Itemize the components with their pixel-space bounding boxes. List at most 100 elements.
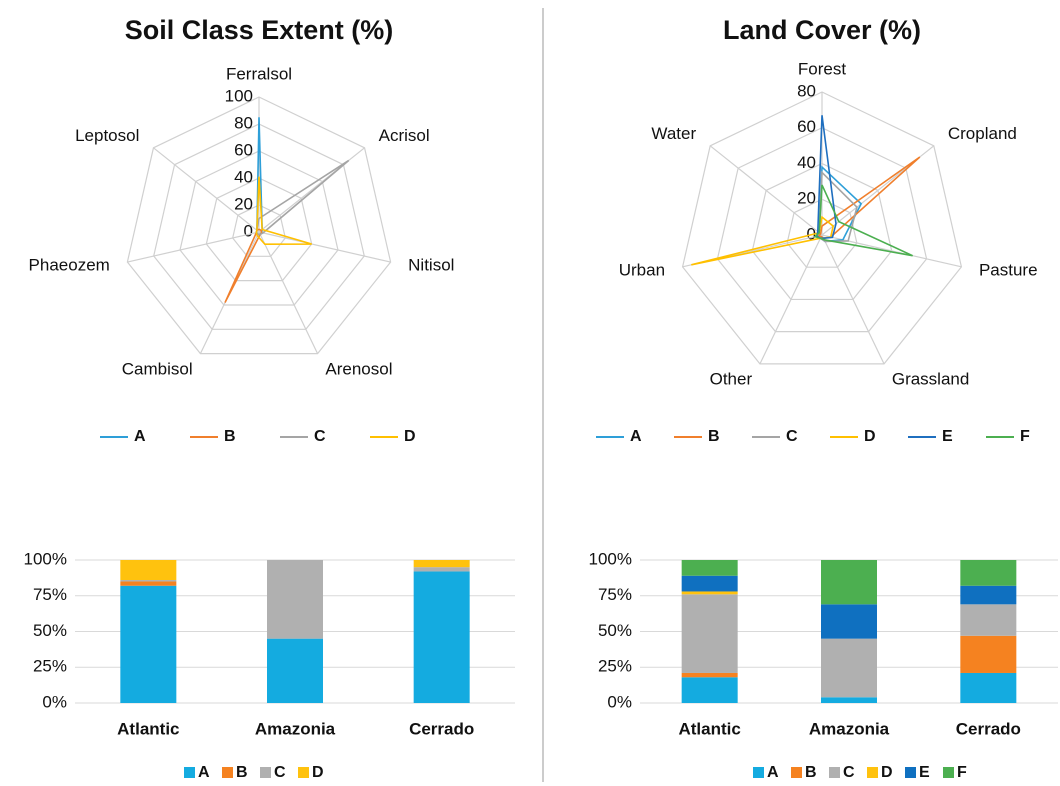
bar-segment [413, 571, 470, 703]
legend-swatch [184, 767, 195, 778]
bar-segment [413, 567, 470, 572]
y-tick-label: 0% [607, 692, 632, 711]
legend-label: D [312, 764, 324, 781]
y-tick-label: 75% [33, 585, 67, 604]
legend-label: B [708, 428, 720, 445]
bar-segment [120, 585, 177, 703]
legend-label: A [767, 764, 779, 781]
legend-label: B [224, 428, 236, 445]
legend-label: C [274, 764, 286, 781]
bar-segment [120, 580, 177, 582]
legend-label: D [881, 764, 893, 781]
legend-swatch [943, 767, 954, 778]
legend-label: D [404, 428, 416, 445]
bar-segment [821, 697, 877, 703]
legend-label: E [942, 428, 953, 445]
legend-label: C [843, 764, 855, 781]
chart-title: Land Cover (%) [723, 15, 921, 45]
legend-label: E [919, 764, 930, 781]
legend-label: B [805, 764, 817, 781]
grid-ring [232, 204, 286, 257]
axis-label: Pasture [979, 260, 1038, 279]
bar-segment [960, 604, 1017, 636]
y-tick-label: 100% [24, 549, 67, 568]
axis-label: Cropland [948, 124, 1017, 143]
grid-ring [205, 177, 313, 282]
spoke [127, 231, 260, 263]
axis-label: Leptosol [75, 126, 139, 145]
axis-label: Cambisol [122, 359, 193, 378]
x-tick-label: Amazonia [255, 719, 336, 738]
bar-segment [821, 560, 877, 605]
x-tick-label: Amazonia [809, 719, 890, 738]
r-tick-label: 60 [797, 117, 816, 136]
axis-label: Nitisol [408, 256, 454, 275]
axis-label: Phaeozem [29, 256, 110, 275]
legend-swatch [298, 767, 309, 778]
axis-label: Other [710, 370, 753, 389]
legend-swatch [260, 767, 271, 778]
legend-label: C [786, 428, 798, 445]
legend-label: F [1020, 428, 1030, 445]
x-tick-label: Cerrado [956, 719, 1021, 738]
legend-label: A [198, 764, 210, 781]
legend-label: B [236, 764, 248, 781]
axis-label: Forest [798, 59, 846, 78]
series-line [255, 176, 312, 245]
axis-label: Acrisol [379, 126, 430, 145]
r-tick-label: 100 [225, 86, 253, 105]
bar-segment [681, 560, 738, 576]
legend-swatch [791, 767, 802, 778]
r-tick-label: 40 [797, 153, 816, 172]
series-line [816, 156, 921, 240]
legend-label: C [314, 428, 326, 445]
r-tick-label: 40 [234, 167, 253, 186]
bar-segment [681, 677, 738, 703]
spoke [821, 234, 885, 365]
bar-segment [267, 560, 323, 639]
spoke [153, 147, 260, 233]
r-tick-label: 20 [797, 189, 816, 208]
x-tick-label: Atlantic [117, 719, 179, 738]
legend-swatch [222, 767, 233, 778]
r-tick-label: 0 [244, 221, 253, 240]
axis-label: Arenosol [325, 359, 392, 378]
spoke [258, 231, 319, 354]
spoke [258, 231, 391, 263]
grid-ring [681, 91, 963, 365]
legend-label: A [134, 428, 146, 445]
bar-segment [120, 581, 177, 586]
bar-segment [960, 585, 1017, 605]
bar-segment [960, 560, 1017, 586]
spoke [709, 145, 823, 236]
y-tick-label: 50% [33, 621, 67, 640]
r-tick-label: 20 [234, 194, 253, 213]
bar-segment [413, 560, 470, 568]
y-tick-label: 50% [598, 621, 632, 640]
grid-ring [716, 127, 928, 333]
spoke [759, 234, 823, 365]
axis-label: Grassland [892, 370, 969, 389]
x-tick-label: Atlantic [678, 719, 740, 738]
series-line [813, 184, 913, 257]
bar-segment [960, 672, 1017, 703]
legend-swatch [905, 767, 916, 778]
y-tick-label: 25% [598, 657, 632, 676]
x-tick-label: Cerrado [409, 719, 474, 738]
r-tick-label: 60 [234, 140, 253, 159]
grid-ring [153, 123, 365, 330]
r-tick-label: 80 [234, 113, 253, 132]
bar-segment [681, 594, 738, 673]
bar-segment [681, 672, 738, 678]
grid-ring [751, 162, 893, 301]
bar-segment [960, 635, 1017, 673]
legend-swatch [753, 767, 764, 778]
grid-ring [179, 150, 339, 306]
y-tick-label: 100% [589, 549, 632, 568]
bar-segment [267, 638, 323, 703]
y-tick-label: 75% [598, 585, 632, 604]
axis-label: Urban [619, 260, 665, 279]
bar-segment [681, 575, 738, 592]
